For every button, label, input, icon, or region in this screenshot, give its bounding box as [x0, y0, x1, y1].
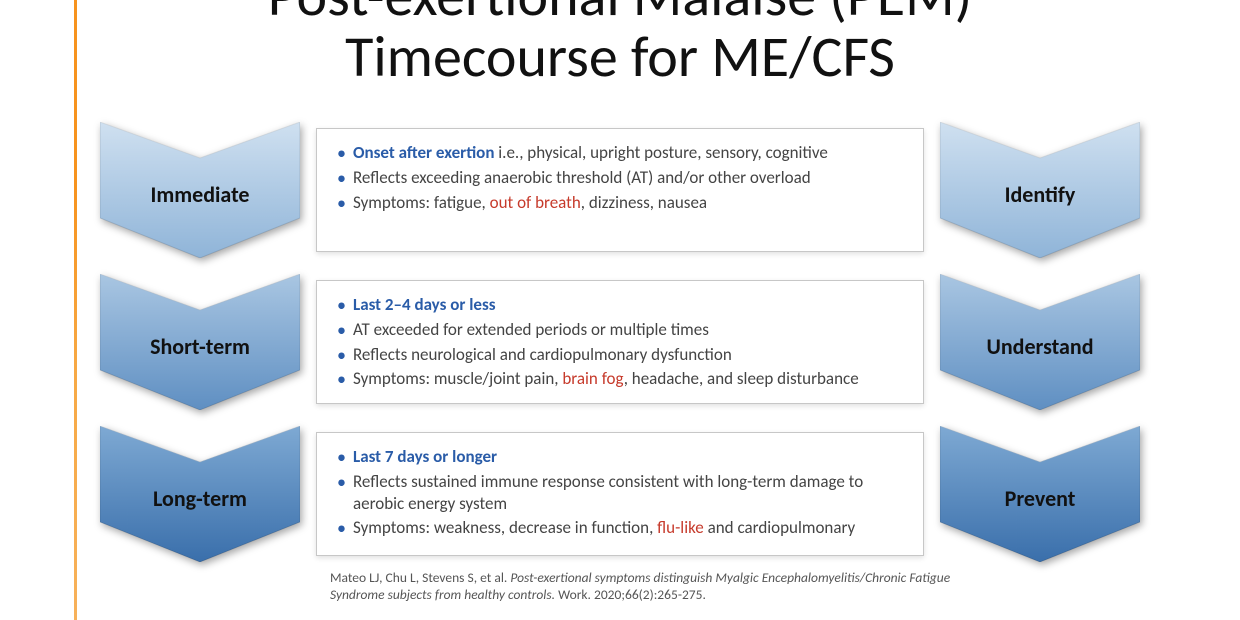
bullet: Last 2–4 days or less	[353, 294, 905, 316]
accent-bar	[74, 0, 77, 620]
content-box-1: Onset after exertion i.e., physical, upr…	[316, 128, 924, 252]
stage-row-3: Long-term Prevent Last 7 days or longer Re…	[100, 426, 1140, 562]
bullet: Reflects sustained immune response consi…	[353, 471, 905, 515]
right-chevron-label: Identify	[940, 122, 1140, 258]
left-chevron-2: Short-term	[100, 274, 300, 410]
left-chevron-3: Long-term	[100, 426, 300, 562]
slide-title: Post-exertional Malaise (PEM)Timecourse …	[0, 0, 1240, 88]
right-chevron-1: Identify	[940, 122, 1140, 258]
left-chevron-label: Short-term	[100, 274, 300, 410]
left-chevron-label: Long-term	[100, 426, 300, 562]
stage-row-2: Short-term UnderstandLast 2–4 days or le…	[100, 274, 1140, 410]
right-chevron-label: Prevent	[940, 426, 1140, 562]
bullet: Onset after exertion i.e., physical, upr…	[353, 142, 905, 164]
bullet: AT exceeded for extended periods or mult…	[353, 319, 905, 341]
left-chevron-1: Immediate	[100, 122, 300, 258]
stage-row-1: Immediate Identify Onset after exertion i…	[100, 122, 1140, 258]
content-box-3: Last 7 days or longer Reflects sustained …	[316, 432, 924, 556]
left-chevron-label: Immediate	[100, 122, 300, 258]
bullet: Last 7 days or longer	[353, 446, 905, 468]
right-chevron-label: Understand	[940, 274, 1140, 410]
slide: Post-exertional Malaise (PEM)Timecourse …	[0, 0, 1240, 620]
right-chevron-2: Understand	[940, 274, 1140, 410]
bullet: Reflects neurological and cardiopulmonar…	[353, 344, 905, 366]
bullet: Symptoms: weakness, decrease in function…	[353, 517, 905, 539]
bullet: Reflects exceeding anaerobic threshold (…	[353, 167, 905, 189]
bullet: Symptoms: fatigue, out of breath, dizzin…	[353, 192, 905, 214]
content-box-2: Last 2–4 days or less AT exceeded for ext…	[316, 280, 924, 404]
bullet: Symptoms: muscle/joint pain, brain fog, …	[353, 368, 905, 390]
citation: Mateo LJ, Chu L, Stevens S, et al. Post-…	[330, 570, 990, 604]
right-chevron-3: Prevent	[940, 426, 1140, 562]
